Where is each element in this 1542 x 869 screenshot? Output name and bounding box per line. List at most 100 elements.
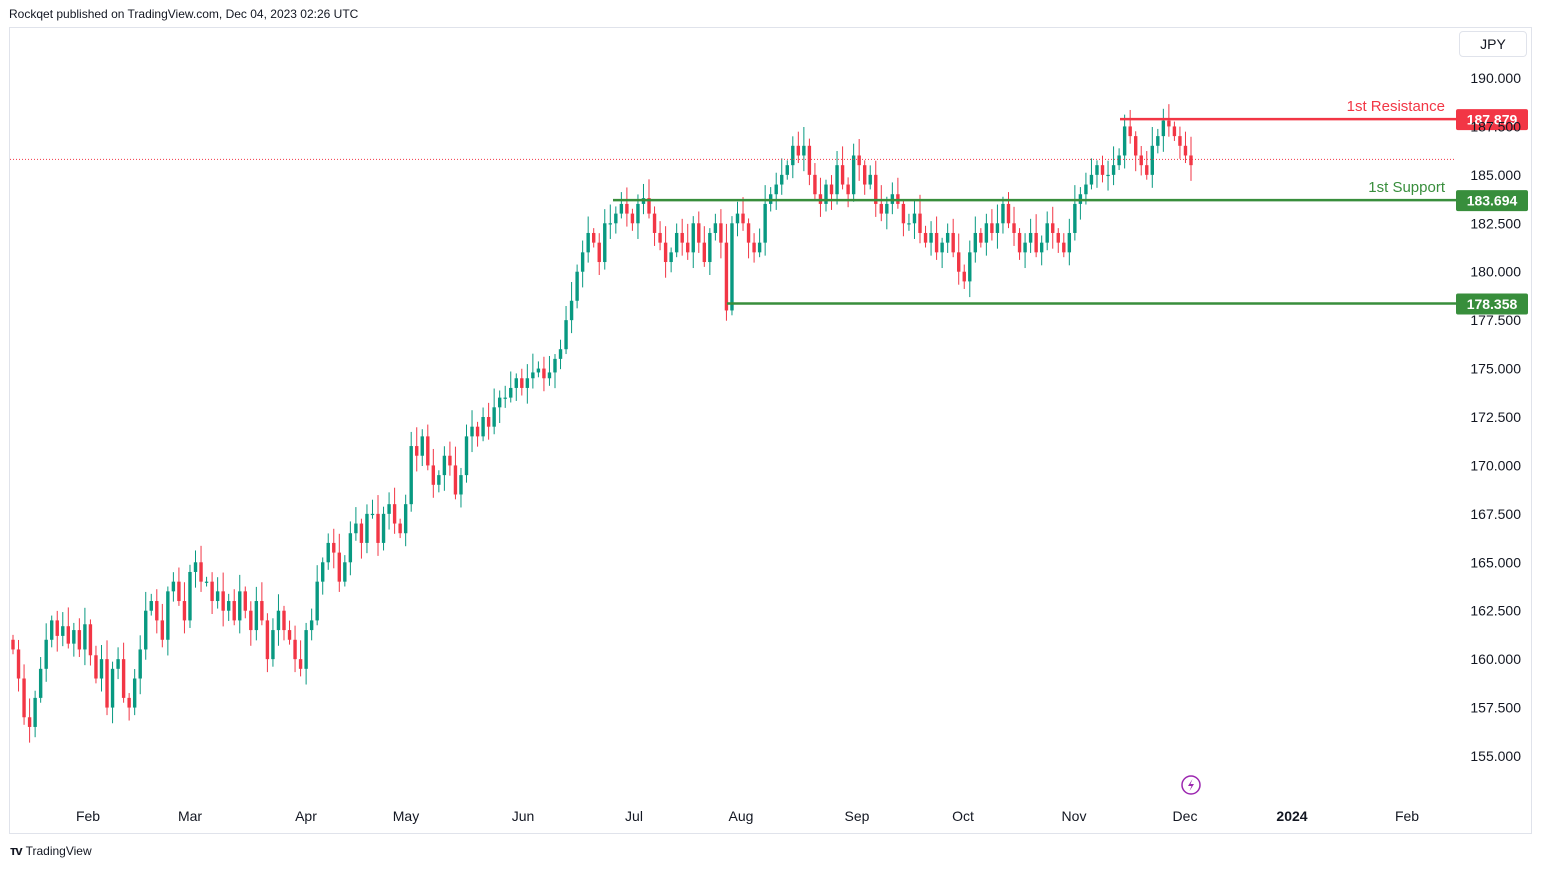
candle bbox=[287, 620, 292, 645]
chart-frame bbox=[9, 27, 1532, 834]
level-price-text: 183.694 bbox=[1467, 193, 1518, 209]
candle bbox=[608, 204, 612, 239]
y-tick-label: 165.000 bbox=[1470, 554, 1521, 570]
candle bbox=[746, 218, 751, 259]
candle bbox=[995, 204, 1000, 249]
candle bbox=[149, 593, 153, 616]
candle bbox=[647, 179, 651, 219]
price-axis: 190.000 187.500 185.000 182.500 180.000 177.5… bbox=[1470, 70, 1521, 764]
candles-layer bbox=[10, 104, 1456, 743]
x-tick-label: Apr bbox=[295, 808, 317, 824]
y-tick-label: 187.500 bbox=[1470, 118, 1521, 134]
candle bbox=[818, 177, 823, 217]
candle bbox=[1006, 192, 1011, 229]
candle bbox=[44, 623, 48, 682]
candle bbox=[392, 487, 397, 534]
candle bbox=[918, 194, 922, 244]
candle bbox=[531, 353, 535, 389]
candle bbox=[702, 226, 707, 267]
candle bbox=[492, 388, 496, 435]
candle bbox=[481, 407, 485, 442]
y-tick-label: 182.500 bbox=[1470, 215, 1521, 231]
candle bbox=[315, 565, 319, 626]
candle bbox=[1017, 228, 1022, 260]
candle bbox=[697, 211, 701, 253]
level-price-tag bbox=[1456, 190, 1528, 212]
candle bbox=[962, 264, 966, 289]
candle bbox=[415, 427, 419, 472]
candle bbox=[155, 589, 159, 634]
candle bbox=[88, 619, 93, 666]
currency-button[interactable]: JPY bbox=[1459, 31, 1527, 57]
x-tick-label: May bbox=[393, 808, 419, 824]
candle bbox=[403, 494, 408, 547]
candle bbox=[542, 356, 546, 392]
candle bbox=[1001, 196, 1005, 234]
candle bbox=[486, 402, 491, 440]
candle bbox=[807, 138, 812, 186]
flash-icon[interactable] bbox=[1181, 775, 1201, 795]
candle bbox=[77, 618, 82, 658]
candle bbox=[22, 664, 26, 725]
candle bbox=[1056, 228, 1060, 253]
candle bbox=[680, 218, 684, 256]
candle bbox=[1051, 206, 1055, 249]
candle bbox=[1023, 233, 1027, 269]
candle bbox=[16, 639, 21, 692]
candle bbox=[83, 607, 87, 666]
y-tick-label: 170.000 bbox=[1470, 457, 1521, 473]
candle bbox=[442, 446, 447, 491]
candle bbox=[851, 143, 856, 202]
candle bbox=[431, 448, 436, 498]
candle bbox=[929, 221, 933, 256]
candle bbox=[116, 647, 120, 680]
candle bbox=[66, 607, 71, 649]
candle bbox=[55, 610, 59, 652]
y-tick-label: 172.500 bbox=[1470, 409, 1521, 425]
candle bbox=[862, 160, 867, 195]
candle bbox=[1150, 127, 1154, 188]
candle bbox=[547, 355, 552, 386]
candle bbox=[121, 642, 126, 703]
candle bbox=[1183, 131, 1188, 164]
candle bbox=[475, 421, 480, 447]
candle bbox=[840, 146, 845, 190]
candle bbox=[343, 555, 347, 587]
candle bbox=[652, 206, 657, 246]
candle bbox=[110, 661, 115, 724]
x-tick-label: Oct bbox=[952, 808, 974, 824]
candle bbox=[663, 226, 668, 278]
footer-brand[interactable]: ᴛᴠ TradingView bbox=[10, 843, 92, 858]
x-tick-label: Feb bbox=[1395, 808, 1419, 824]
candle bbox=[580, 240, 585, 288]
candle bbox=[934, 216, 939, 260]
candle bbox=[193, 550, 198, 588]
candle bbox=[321, 557, 325, 595]
candle bbox=[293, 625, 297, 673]
candle bbox=[370, 499, 375, 519]
candle bbox=[464, 424, 469, 483]
y-tick-label: 167.500 bbox=[1470, 506, 1521, 522]
candle bbox=[1089, 158, 1094, 190]
candle bbox=[990, 209, 994, 241]
x-tick-label: Dec bbox=[1173, 808, 1198, 824]
candle bbox=[33, 690, 37, 738]
candle bbox=[951, 218, 955, 258]
candle bbox=[1039, 235, 1044, 266]
candle bbox=[304, 622, 308, 685]
candle bbox=[354, 507, 358, 541]
candle bbox=[337, 533, 342, 592]
y-tick-label: 190.000 bbox=[1470, 70, 1521, 86]
candle bbox=[265, 613, 270, 673]
candle bbox=[619, 192, 624, 219]
candle bbox=[1078, 187, 1083, 220]
candle bbox=[1095, 160, 1099, 188]
candle bbox=[857, 139, 861, 181]
candle bbox=[221, 572, 225, 627]
y-tick-label: 185.000 bbox=[1470, 167, 1521, 183]
candle bbox=[724, 223, 729, 321]
y-tick-label: 162.500 bbox=[1470, 603, 1521, 619]
candle bbox=[1128, 109, 1132, 144]
y-tick-label: 177.500 bbox=[1470, 312, 1521, 328]
